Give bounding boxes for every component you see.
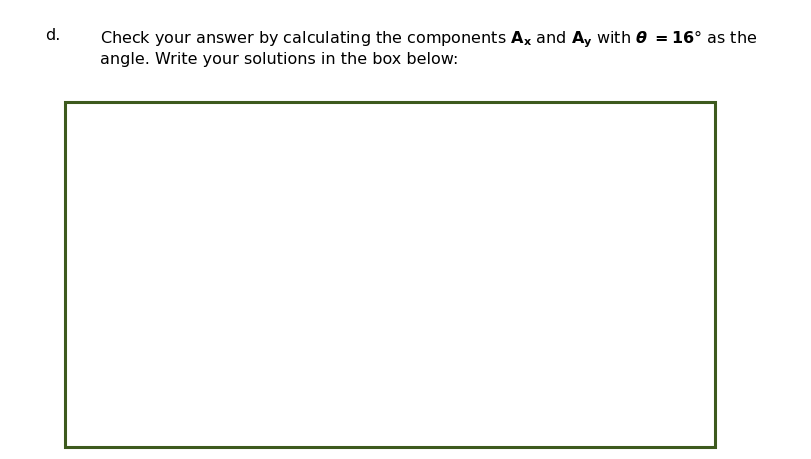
Text: Check your answer by calculating the components $\mathbf{A}_\mathbf{x}$ and $\ma: Check your answer by calculating the com… [100,28,757,50]
FancyBboxPatch shape [65,103,714,447]
Text: angle. Write your solutions in the box below:: angle. Write your solutions in the box b… [100,52,458,67]
Text: d.: d. [45,28,60,43]
